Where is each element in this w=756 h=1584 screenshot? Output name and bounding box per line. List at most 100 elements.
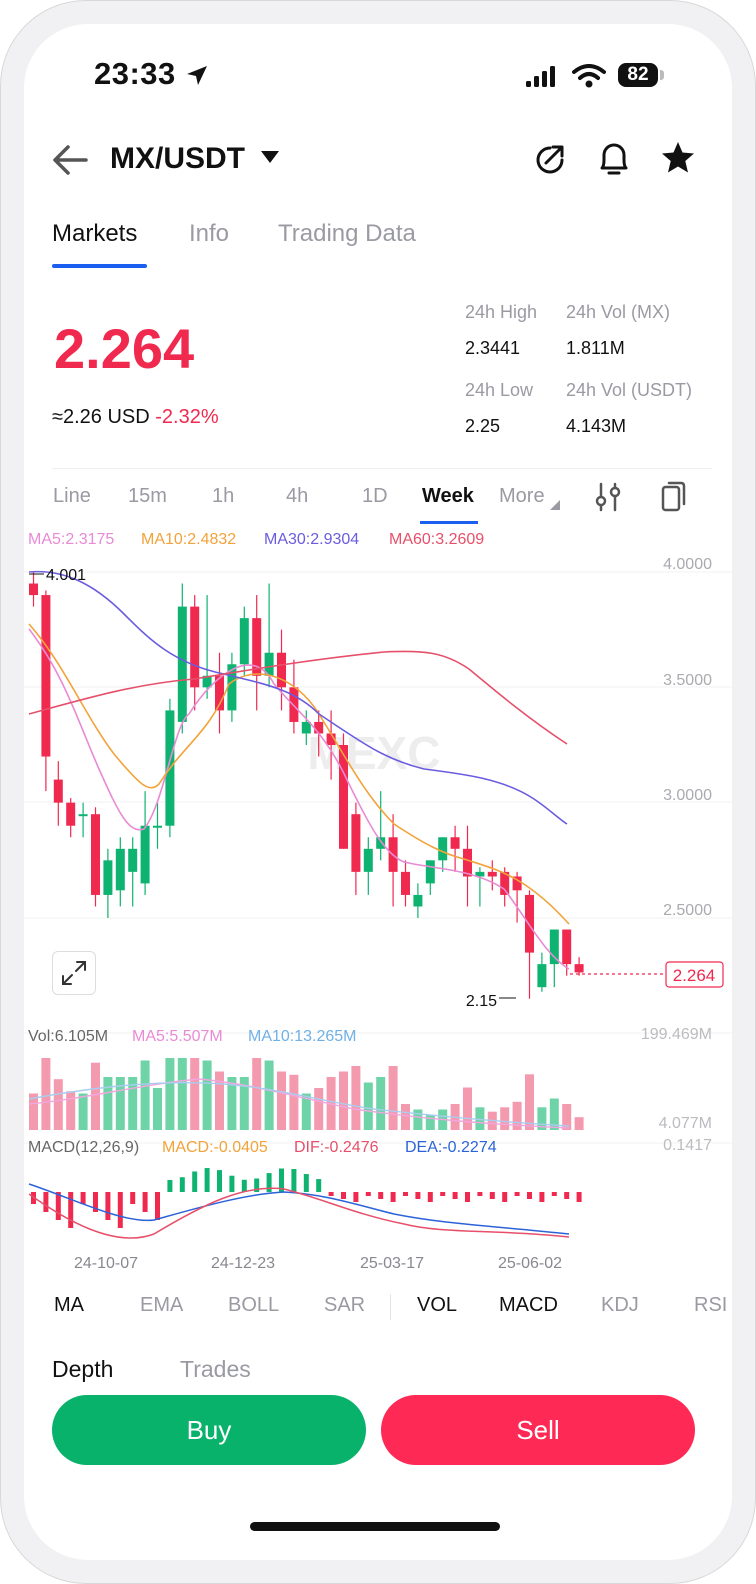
- pair-title[interactable]: MX/USDT: [110, 142, 245, 175]
- candle-body: [140, 825, 150, 884]
- interval-1d[interactable]: 1D: [362, 485, 388, 507]
- sell-button[interactable]: Sell: [381, 1395, 695, 1465]
- battery-level: 82: [618, 63, 658, 87]
- back-arrow-icon[interactable]: [52, 144, 88, 176]
- macd-bar: [155, 1192, 160, 1220]
- share-icon[interactable]: [532, 142, 568, 178]
- candle-body: [128, 848, 138, 872]
- kline-chart[interactable]: MEXC 4.001 2.15 2.264 4.0000 3.5000 3.00…: [24, 24, 732, 1314]
- volume-bar: [512, 1101, 522, 1130]
- volume-bar: [128, 1077, 138, 1130]
- buy-button[interactable]: Buy: [52, 1395, 366, 1465]
- dea-legend: DEA:-0.2274: [405, 1139, 497, 1156]
- chart-mode-icon[interactable]: [660, 480, 688, 512]
- vol-mx-value: 1.811M: [566, 338, 625, 358]
- macd-bar: [576, 1192, 582, 1202]
- candle-body: [202, 675, 212, 688]
- interval-15m[interactable]: 15m: [128, 485, 167, 507]
- candle-body: [103, 860, 113, 895]
- candle-body: [227, 664, 237, 711]
- volume-bar: [401, 1104, 410, 1130]
- macd-bar: [303, 1174, 309, 1192]
- volume-bar: [91, 1062, 100, 1130]
- volume-bar: [252, 1058, 262, 1130]
- volume-bar: [562, 1104, 572, 1130]
- interval-week[interactable]: Week: [422, 485, 474, 507]
- volume-bar: [289, 1074, 299, 1130]
- candle-body: [314, 721, 324, 734]
- interval-indicator: [420, 521, 478, 524]
- candle-body: [574, 964, 584, 973]
- vol-ma5-line: [28, 1078, 570, 1129]
- macd-bar: [502, 1192, 508, 1202]
- macd-bar: [68, 1192, 74, 1228]
- last-price-tag-box: [665, 961, 724, 988]
- volume-bar: [177, 1058, 187, 1130]
- candle-body: [177, 606, 187, 722]
- indicator-macd[interactable]: MACD: [499, 1294, 558, 1316]
- interval-4h[interactable]: 4h: [286, 485, 309, 507]
- tab-markets[interactable]: Markets: [52, 220, 138, 247]
- date-label: 24-10-07: [74, 1255, 138, 1272]
- volume-bar: [413, 1109, 423, 1130]
- indicator-kdj[interactable]: KDJ: [601, 1294, 639, 1316]
- candle-body: [252, 618, 262, 676]
- indicator-ma[interactable]: MA: [54, 1294, 84, 1316]
- volume-bar: [53, 1079, 63, 1130]
- tab-trades[interactable]: Trades: [180, 1356, 251, 1382]
- indicator-settings-icon[interactable]: [594, 482, 622, 512]
- location-arrow-icon: [187, 66, 207, 85]
- indicator-rsi[interactable]: RSI: [694, 1294, 728, 1316]
- volume-bar: [41, 1058, 51, 1130]
- date-label: 25-06-02: [498, 1255, 562, 1272]
- ma30-legend: MA30:2.9304: [264, 531, 360, 548]
- home-indicator: [250, 1522, 500, 1531]
- high-value: 2.3441: [465, 338, 521, 358]
- dif-legend: DIF:-0.2476: [294, 1139, 379, 1156]
- candlestick-series: [29, 572, 584, 999]
- app-screen: 23:33 82 MX/USDT Markets Info Trading Da…: [24, 24, 732, 1560]
- interval-line[interactable]: Line: [53, 485, 91, 507]
- volume-bar: [574, 1117, 584, 1130]
- caret-down-icon[interactable]: [260, 150, 280, 164]
- macd-bar: [291, 1168, 297, 1192]
- macd-bar: [514, 1192, 520, 1196]
- divider: [52, 468, 712, 469]
- tab-trading-data[interactable]: Trading Data: [278, 220, 416, 247]
- volume-bar: [351, 1066, 361, 1130]
- macd-bar: [105, 1192, 111, 1220]
- indicator-vol[interactable]: VOL: [417, 1294, 458, 1316]
- candle-body: [363, 848, 373, 872]
- volume-bar: [190, 1058, 200, 1130]
- indicator-sar[interactable]: SAR: [324, 1294, 366, 1316]
- macd-bar: [390, 1192, 396, 1202]
- cellular-signal-icon: [526, 66, 555, 87]
- candle-body: [66, 802, 76, 826]
- candle-body: [549, 929, 559, 965]
- fullscreen-button[interactable]: [52, 951, 96, 995]
- volume-bar: [425, 1115, 435, 1130]
- indicator-boll[interactable]: BOLL: [228, 1294, 280, 1316]
- macd-bar: [341, 1192, 346, 1199]
- candle-body: [425, 860, 435, 884]
- interval-1h[interactable]: 1h: [212, 485, 235, 507]
- macd-bar: [266, 1173, 272, 1192]
- macd-bar: [477, 1192, 483, 1196]
- volume-bar: [525, 1074, 534, 1130]
- volume-bar: [215, 1071, 224, 1130]
- low-label: 24h Low: [465, 380, 534, 400]
- volume-bar: [264, 1060, 274, 1130]
- interval-more[interactable]: More: [499, 485, 545, 507]
- tab-depth[interactable]: Depth: [52, 1356, 114, 1382]
- more-caret-icon[interactable]: [550, 500, 560, 510]
- price-axis-label: 4.0000: [663, 556, 712, 573]
- indicator-ema[interactable]: EMA: [140, 1294, 184, 1316]
- moving-average-lines: [28, 570, 570, 970]
- date-label: 25-03-17: [360, 1255, 424, 1272]
- bell-icon[interactable]: [596, 140, 632, 180]
- macd-bar: [378, 1192, 384, 1199]
- vol-ma10-legend: MA10:13.265M: [248, 1028, 357, 1045]
- tab-info[interactable]: Info: [189, 220, 230, 247]
- low-marker-label: 2.15: [466, 993, 497, 1010]
- favorite-star-icon[interactable]: [660, 140, 696, 176]
